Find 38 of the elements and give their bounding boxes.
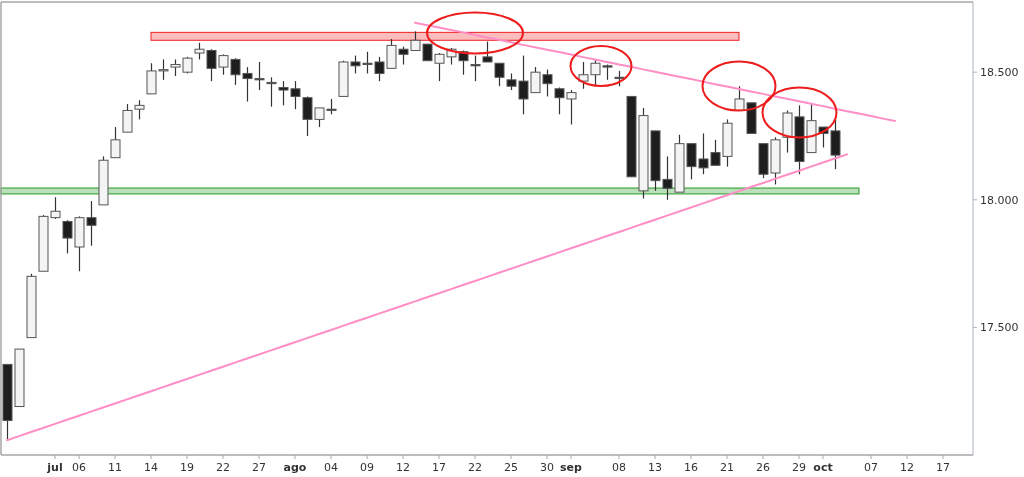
- x-tick-label: 06: [72, 460, 86, 474]
- line-series: [6, 153, 848, 442]
- x-tick-label: ago: [283, 460, 307, 474]
- x-tick-label: 17: [432, 460, 446, 474]
- candlestick: [122, 103, 133, 133]
- y-tick-label: 18.000: [980, 193, 1019, 207]
- candlestick: [266, 76, 277, 108]
- x-tick-label: 17: [936, 460, 950, 474]
- x-tick-label: 11: [108, 460, 122, 474]
- x-tick-label: 12: [396, 460, 410, 474]
- x-tick-label: 16: [684, 460, 698, 474]
- y-tick-label: 18.500: [980, 66, 1019, 80]
- x-tick-label: 21: [720, 460, 734, 474]
- x-tick-label: 26: [756, 460, 770, 474]
- candlestick: [470, 54, 481, 82]
- x-tick-label: 27: [252, 460, 266, 474]
- candlestick: [134, 99, 145, 120]
- candlestick: [110, 126, 121, 159]
- x-tick-label: 07: [864, 460, 878, 474]
- x-tick-label: 08: [612, 460, 626, 474]
- x-tick-label: oct: [813, 460, 833, 474]
- x-tick-label: 13: [648, 460, 662, 474]
- x-tick-label: 25: [504, 460, 518, 474]
- x-tick-label: 14: [144, 460, 158, 474]
- x-tick-label: 12: [900, 460, 914, 474]
- candlestick: [482, 40, 493, 63]
- line-series: [414, 21, 896, 122]
- y-tick-label: 17.500: [980, 321, 1019, 335]
- candlestick: [494, 62, 505, 87]
- x-tick-label: 09: [360, 460, 374, 474]
- x-tick-label: 22: [216, 460, 230, 474]
- x-tick-label: sep: [560, 460, 583, 474]
- x-tick-label: 30: [540, 460, 554, 474]
- x-tick-label: 19: [180, 460, 194, 474]
- x-tick-label: 29: [792, 460, 806, 474]
- x-tick-label: jul: [46, 460, 63, 474]
- x-tick-label: 22: [468, 460, 482, 474]
- x-tick-label: 04: [324, 460, 338, 474]
